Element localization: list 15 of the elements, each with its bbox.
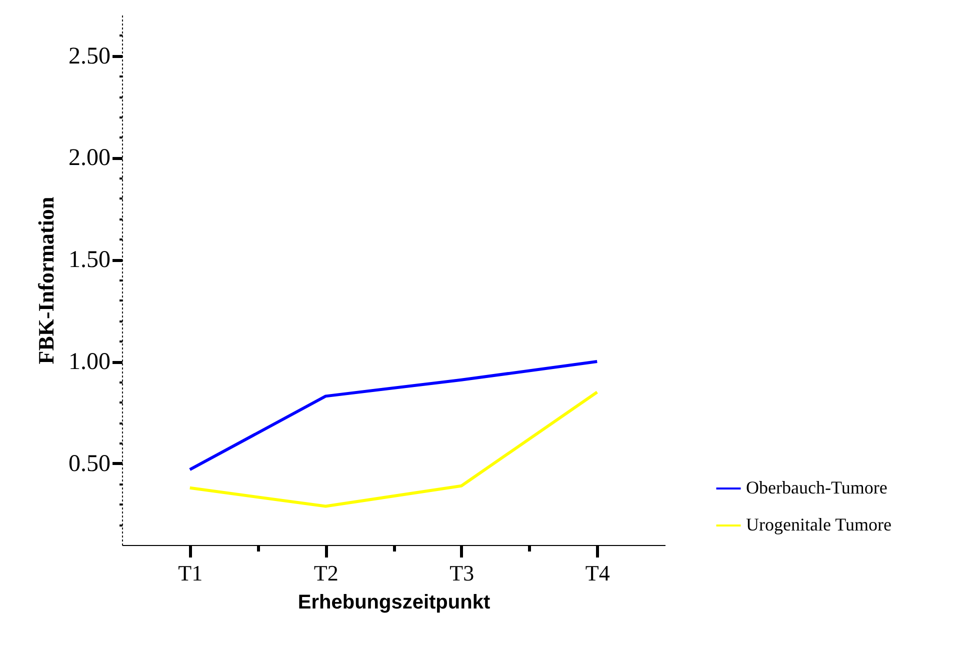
- y-tick-label: 1.50: [68, 247, 110, 274]
- y-tick-label: 0.50: [68, 450, 110, 477]
- x-tick-label: T3: [450, 560, 474, 586]
- line-series: [188, 360, 599, 472]
- y-tick-label: 1.00: [68, 349, 110, 376]
- legend-label: Urogenitale Tumore: [746, 514, 892, 534]
- y-tick-label: 2.00: [68, 145, 110, 172]
- x-tick-label: T2: [314, 560, 338, 586]
- y-axis-title: FBK-Information: [34, 196, 58, 364]
- x-tick-label: T1: [178, 560, 203, 586]
- x-axis-title: Erhebungszeitpunkt: [298, 592, 490, 614]
- x-tick-label: T4: [585, 560, 610, 586]
- y-tick-label: 2.50: [68, 43, 110, 70]
- line-series: [188, 390, 599, 508]
- legend-label: Oberbauch-Tumore: [746, 478, 888, 498]
